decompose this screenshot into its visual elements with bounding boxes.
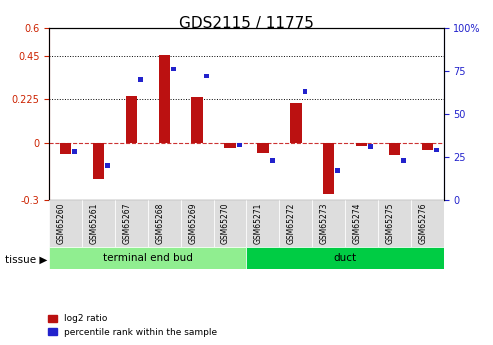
FancyBboxPatch shape: [246, 247, 444, 269]
Bar: [303, 89, 308, 94]
Bar: [356, 142, 367, 146]
Text: GSM65270: GSM65270: [221, 203, 230, 244]
Bar: [335, 168, 340, 173]
Bar: [72, 149, 77, 154]
Bar: [159, 56, 170, 142]
FancyBboxPatch shape: [213, 200, 246, 247]
Bar: [106, 163, 110, 168]
Text: duct: duct: [334, 253, 356, 263]
Text: GSM65275: GSM65275: [386, 203, 394, 244]
Bar: [422, 142, 433, 150]
FancyBboxPatch shape: [148, 200, 181, 247]
Bar: [290, 103, 302, 142]
FancyBboxPatch shape: [49, 200, 82, 247]
Text: GSM65271: GSM65271: [254, 203, 263, 244]
Text: GSM65261: GSM65261: [90, 203, 99, 244]
Bar: [93, 142, 105, 179]
FancyBboxPatch shape: [82, 200, 115, 247]
Text: GSM65274: GSM65274: [352, 203, 361, 244]
Text: GSM65273: GSM65273: [319, 203, 329, 244]
Bar: [323, 142, 334, 194]
Bar: [237, 142, 242, 147]
Bar: [191, 97, 203, 142]
Text: tissue ▶: tissue ▶: [5, 255, 47, 265]
Bar: [388, 142, 400, 155]
FancyBboxPatch shape: [181, 200, 213, 247]
Text: GSM65269: GSM65269: [188, 203, 197, 244]
FancyBboxPatch shape: [246, 200, 280, 247]
FancyBboxPatch shape: [49, 247, 247, 269]
Text: GSM65276: GSM65276: [418, 203, 427, 244]
Text: terminal end bud: terminal end bud: [103, 253, 193, 263]
Text: GSM65272: GSM65272: [287, 203, 296, 244]
Bar: [401, 158, 406, 163]
Bar: [60, 142, 71, 154]
FancyBboxPatch shape: [411, 200, 444, 247]
FancyBboxPatch shape: [345, 200, 378, 247]
Bar: [171, 67, 176, 71]
Bar: [126, 96, 137, 142]
Bar: [270, 158, 275, 163]
FancyBboxPatch shape: [378, 200, 411, 247]
FancyBboxPatch shape: [312, 200, 345, 247]
FancyBboxPatch shape: [115, 200, 148, 247]
Text: GSM65260: GSM65260: [57, 203, 66, 244]
Bar: [224, 142, 236, 148]
Text: GSM65268: GSM65268: [155, 203, 164, 244]
FancyBboxPatch shape: [280, 200, 312, 247]
Bar: [257, 142, 269, 153]
Legend: log2 ratio, percentile rank within the sample: log2 ratio, percentile rank within the s…: [44, 311, 220, 341]
Bar: [138, 77, 143, 82]
Text: GSM65267: GSM65267: [122, 203, 132, 244]
Text: GDS2115 / 11775: GDS2115 / 11775: [179, 16, 314, 30]
Bar: [368, 144, 373, 149]
Bar: [204, 73, 209, 78]
Bar: [434, 148, 439, 152]
